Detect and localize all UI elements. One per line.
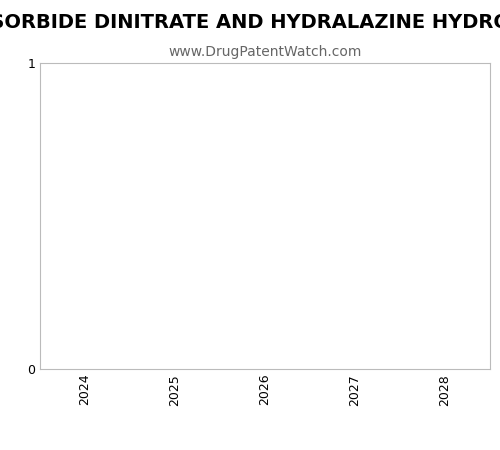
Title: www.DrugPatentWatch.com: www.DrugPatentWatch.com xyxy=(168,45,362,59)
Text: Patent Expirations for ISOSORBIDE DINITRATE AND HYDRALAZINE HYDRO: Patent Expirations for ISOSORBIDE DINITR… xyxy=(0,14,500,32)
